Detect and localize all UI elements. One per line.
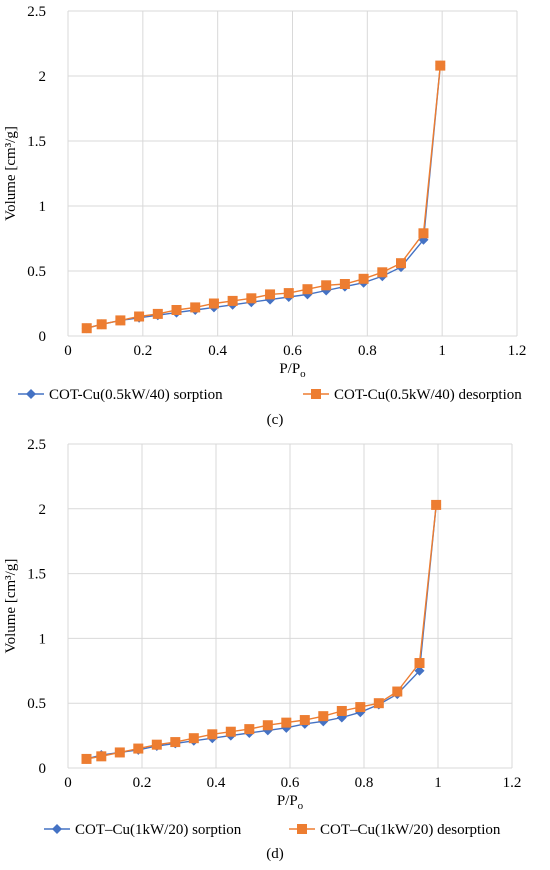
data-point-d-sorption-11 — [281, 722, 292, 733]
data-point-d-desorption-13 — [318, 711, 329, 722]
data-point-d-desorption-15 — [355, 702, 366, 713]
data-point-c-desorption-9 — [246, 293, 257, 304]
x-tick-label-c-2: 0.4 — [208, 343, 227, 359]
data-point-c-desorption-6 — [190, 302, 201, 313]
y-tick-label-c-4: 2 — [39, 69, 47, 85]
x-tick-label-d-1: 0.2 — [133, 775, 152, 791]
data-point-c-desorption-11 — [283, 288, 294, 299]
y-axis-label-d: Volume [cm³/g] — [3, 559, 19, 654]
panel-label-c: (c) — [266, 412, 284, 428]
data-point-d-desorption-1 — [96, 751, 107, 762]
data-point-c-desorption-17 — [396, 258, 407, 269]
y-axis-label-c: Volume [cm³/g] — [3, 126, 19, 221]
data-point-d-desorption-5 — [170, 737, 181, 748]
x-tick-label-c-5: 1 — [438, 343, 446, 359]
x-axis-label-c: P/Po — [279, 361, 306, 380]
x-tick-label-d-0: 0 — [64, 775, 72, 791]
legend-label-c-0: COT-Cu(0.5kW/40) sorption — [49, 387, 223, 403]
x-tick-label-d-6: 1.2 — [503, 775, 522, 791]
data-point-c-desorption-13 — [321, 280, 332, 291]
legend-marker-c-0 — [26, 389, 36, 399]
data-point-d-desorption-16 — [373, 698, 384, 709]
y-tick-label-c-0: 0 — [39, 329, 47, 345]
data-point-d-desorption-3 — [133, 743, 144, 754]
data-point-c-desorption-16 — [377, 267, 388, 278]
data-point-c-desorption-7 — [208, 298, 219, 309]
x-tick-label-d-5: 1 — [434, 775, 442, 791]
data-point-d-desorption-8 — [225, 726, 236, 737]
legend-label-d-0: COT–Cu(1kW/20) sorption — [75, 822, 242, 838]
data-point-d-sorption-15 — [355, 707, 366, 718]
data-point-d-desorption-19 — [431, 499, 442, 510]
data-point-d-desorption-4 — [151, 739, 162, 750]
x-tick-label-c-0: 0 — [64, 343, 72, 359]
series-line-d-sorption — [86, 504, 437, 760]
data-point-d-desorption-0 — [81, 753, 92, 764]
data-point-c-desorption-5 — [171, 305, 182, 315]
data-point-d-desorption-12 — [299, 715, 310, 726]
x-tick-label-c-1: 0.2 — [133, 343, 152, 359]
data-point-c-desorption-1 — [96, 319, 107, 330]
data-point-d-desorption-18 — [414, 658, 425, 669]
chart-panel-d: 0 0.2 0.4 0.6 0.8 1 1.2 0 0.5 1 1.5 2 2.5 Volume [cm³… — [0, 432, 550, 870]
y-tick-label-c-1: 0.5 — [27, 264, 46, 280]
chart-panel-c: 0 0.2 0.4 0.6 0.8 1 1.2 0 0.5 1 1.5 2 2.5 Volume [cm³… — [0, 0, 550, 430]
data-point-d-desorption-17 — [392, 686, 403, 697]
data-point-c-desorption-10 — [265, 289, 276, 300]
data-point-d-desorption-2 — [114, 747, 125, 758]
x-tick-label-d-2: 0.4 — [207, 775, 226, 791]
y-tick-label-d-1: 0.5 — [27, 696, 46, 712]
panel-label-d: (d) — [266, 846, 284, 862]
y-tick-label-d-3: 1.5 — [27, 567, 46, 583]
x-tick-label-c-6: 1.2 — [508, 343, 527, 359]
legend-label-d-1: COT–Cu(1kW/20) desorption — [320, 822, 501, 838]
y-tick-label-c-2: 1 — [39, 199, 47, 215]
data-point-d-sorption-18 — [414, 665, 425, 676]
y-tick-label-d-2: 1 — [39, 631, 47, 647]
series-line-d-desorption — [86, 504, 437, 760]
y-tick-label-d-4: 2 — [39, 502, 47, 518]
y-tick-label-d-0: 0 — [39, 761, 47, 777]
data-point-c-desorption-19 — [435, 60, 446, 71]
data-point-d-desorption-9 — [244, 724, 255, 735]
x-tick-label-d-4: 0.8 — [355, 775, 374, 791]
data-point-d-desorption-11 — [281, 717, 292, 728]
y-tick-label-c-3: 1.5 — [27, 134, 46, 150]
data-point-c-desorption-3 — [134, 311, 145, 322]
legend-marker-d-1 — [297, 824, 307, 834]
y-tick-label-d-5: 2.5 — [27, 437, 46, 453]
data-point-c-desorption-8 — [227, 295, 238, 306]
data-point-d-desorption-10 — [262, 720, 273, 731]
y-tick-label-c-5: 2.5 — [27, 4, 46, 20]
x-axis-label-d: P/Po — [277, 793, 304, 812]
data-point-c-desorption-18 — [418, 228, 429, 239]
data-point-c-desorption-4 — [152, 308, 163, 319]
series-line-c-sorption — [86, 65, 441, 329]
data-point-c-desorption-15 — [358, 273, 369, 284]
data-point-d-desorption-7 — [207, 729, 218, 740]
isotherm-chart-d: 0 0.2 0.4 0.6 0.8 1 1.2 0 0.5 1 1.5 2 2.5 Volume [cm³… — [3, 437, 522, 838]
data-point-d-desorption-14 — [336, 705, 347, 716]
x-tick-label-d-3: 0.6 — [281, 775, 300, 791]
x-tick-label-c-4: 0.8 — [358, 343, 377, 359]
legend-marker-d-0 — [52, 824, 62, 834]
isotherm-chart-c: 0 0.2 0.4 0.6 0.8 1 1.2 0 0.5 1 1.5 2 2.5 Volume [cm³… — [3, 4, 527, 403]
series-line-c-desorption — [86, 65, 441, 329]
data-point-c-desorption-0 — [81, 323, 92, 334]
x-tick-label-c-3: 0.6 — [283, 343, 302, 359]
data-point-c-desorption-12 — [302, 284, 313, 295]
legend-marker-c-1 — [311, 389, 321, 399]
data-point-d-desorption-6 — [188, 733, 199, 744]
data-point-c-desorption-14 — [339, 279, 350, 289]
legend-label-c-1: COT-Cu(0.5kW/40) desorption — [334, 387, 522, 403]
data-point-c-desorption-2 — [115, 315, 126, 326]
